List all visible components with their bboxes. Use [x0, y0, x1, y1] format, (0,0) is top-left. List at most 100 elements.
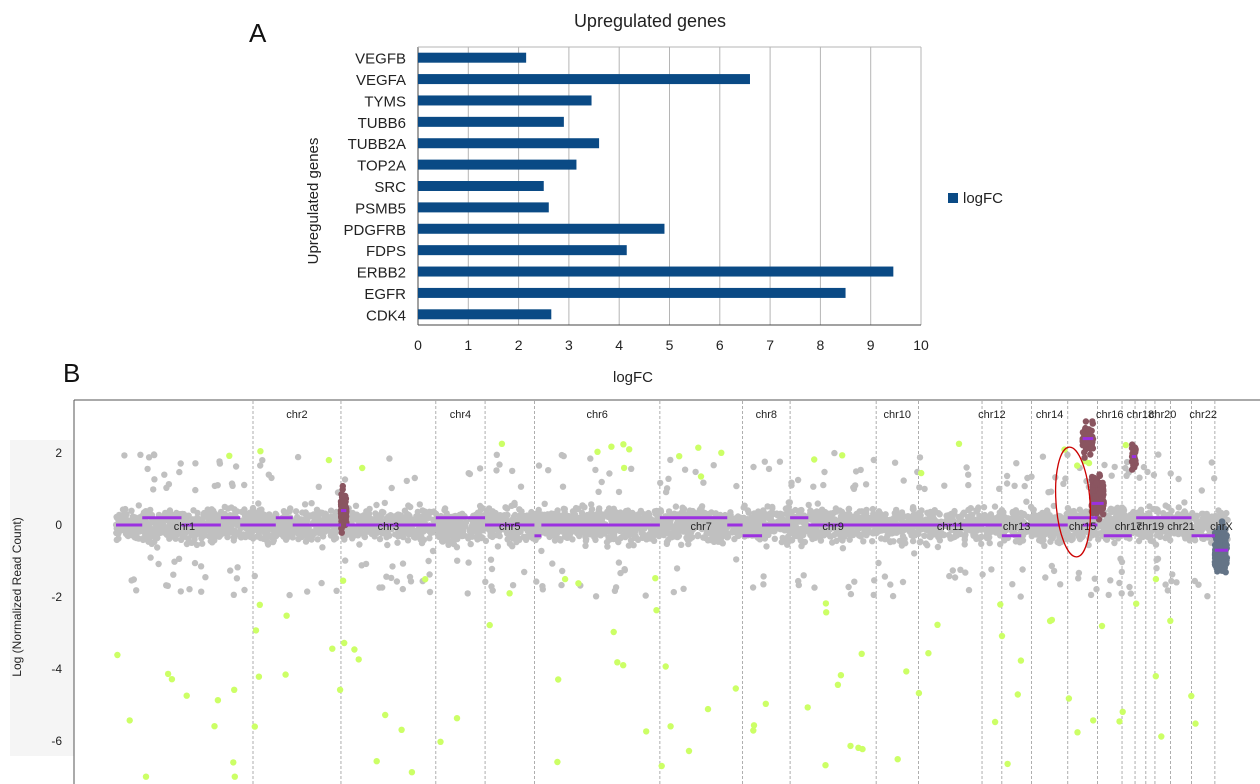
point-normal: [869, 538, 876, 545]
point-normal: [199, 517, 206, 525]
point-normal: [1062, 475, 1069, 482]
point-normal: [761, 458, 768, 465]
point-outlier: [168, 676, 176, 683]
point-normal: [363, 508, 370, 515]
point-normal: [451, 518, 458, 525]
point-normal: [128, 507, 135, 514]
point-normal: [280, 533, 287, 540]
point-chr18-gain: [1096, 507, 1103, 514]
point-outlier: [325, 456, 333, 464]
point-normal: [582, 542, 589, 549]
point-normal: [393, 578, 401, 585]
category-label-psmb5: PSMB5: [355, 200, 406, 217]
point-normal: [997, 541, 1004, 548]
point-outlier: [594, 448, 601, 455]
point-normal: [1059, 515, 1066, 523]
point-outlier: [211, 723, 218, 730]
category-label-cdk4: CDK4: [366, 307, 406, 324]
bar-chart-y-axis-label: Upregulated genes: [305, 138, 322, 265]
point-normal: [870, 591, 877, 599]
point-normal: [318, 579, 325, 587]
point-normal: [1070, 507, 1078, 515]
bar-top2a: [418, 159, 577, 170]
point-normal: [680, 528, 687, 535]
point-normal: [301, 501, 309, 508]
point-normal: [299, 509, 306, 516]
point-normal: [945, 516, 952, 523]
point-normal: [200, 512, 207, 519]
point-normal: [710, 462, 717, 469]
category-label-erbb2: ERBB2: [357, 265, 406, 282]
point-normal: [183, 516, 190, 523]
point-normal: [285, 529, 292, 537]
x-tick-label: 4: [615, 337, 623, 353]
point-normal: [863, 506, 870, 514]
point-normal: [845, 505, 853, 512]
point-normal: [268, 474, 275, 482]
point-chr3-gain: [338, 529, 345, 536]
point-normal: [503, 505, 511, 512]
point-outlier: [997, 601, 1004, 608]
point-normal: [684, 534, 692, 542]
point-normal: [925, 517, 932, 524]
point-normal: [857, 466, 864, 474]
point-normal: [842, 525, 849, 532]
point-normal: [986, 539, 993, 547]
point-normal: [733, 556, 740, 563]
point-normal: [637, 507, 645, 515]
point-normal: [898, 509, 906, 516]
point-normal: [765, 465, 773, 473]
point-normal: [1107, 577, 1114, 584]
point-normal: [1144, 533, 1152, 541]
point-outlier: [257, 448, 264, 455]
point-normal: [909, 504, 917, 511]
point-normal: [567, 530, 574, 537]
point-normal: [192, 486, 199, 494]
point-outlier: [164, 670, 172, 678]
point-normal: [671, 510, 678, 517]
point-normal: [1091, 575, 1099, 582]
point-outlier: [915, 689, 923, 697]
point-normal: [142, 535, 149, 543]
point-normal: [381, 499, 388, 507]
point-normal: [308, 536, 315, 543]
point-outlier: [142, 773, 150, 780]
point-normal: [604, 543, 611, 550]
point-normal: [121, 452, 128, 459]
point-normal: [900, 525, 907, 532]
point-normal: [183, 528, 190, 536]
point-normal: [1200, 510, 1207, 518]
point-normal: [373, 501, 380, 509]
point-normal: [588, 506, 596, 513]
point-normal: [1127, 590, 1135, 597]
x-tick-label: 0: [414, 337, 422, 353]
point-normal: [793, 532, 801, 540]
point-outlier: [608, 443, 615, 450]
point-normal: [851, 578, 858, 585]
point-normal: [315, 483, 322, 490]
point-normal: [1076, 525, 1083, 533]
point-normal: [479, 504, 486, 512]
point-normal: [663, 485, 671, 492]
point-normal: [511, 499, 518, 507]
point-normal: [667, 456, 674, 464]
point-normal: [740, 504, 747, 511]
point-normal: [1087, 591, 1095, 599]
point-normal: [799, 528, 806, 536]
point-normal: [603, 510, 610, 518]
point-normal: [454, 557, 461, 564]
x-tick-label: 1: [464, 337, 472, 353]
point-normal: [257, 462, 264, 469]
point-normal: [817, 537, 825, 544]
point-normal: [234, 564, 241, 571]
point-normal: [255, 500, 262, 507]
point-normal: [744, 516, 751, 523]
point-normal: [852, 482, 859, 489]
point-normal: [197, 563, 205, 570]
point-outlier: [1074, 729, 1081, 736]
point-normal: [845, 583, 852, 591]
point-outlier: [620, 464, 628, 472]
point-outlier: [226, 452, 233, 459]
point-normal: [1017, 593, 1024, 600]
point-chr17-peak: [1087, 451, 1094, 458]
